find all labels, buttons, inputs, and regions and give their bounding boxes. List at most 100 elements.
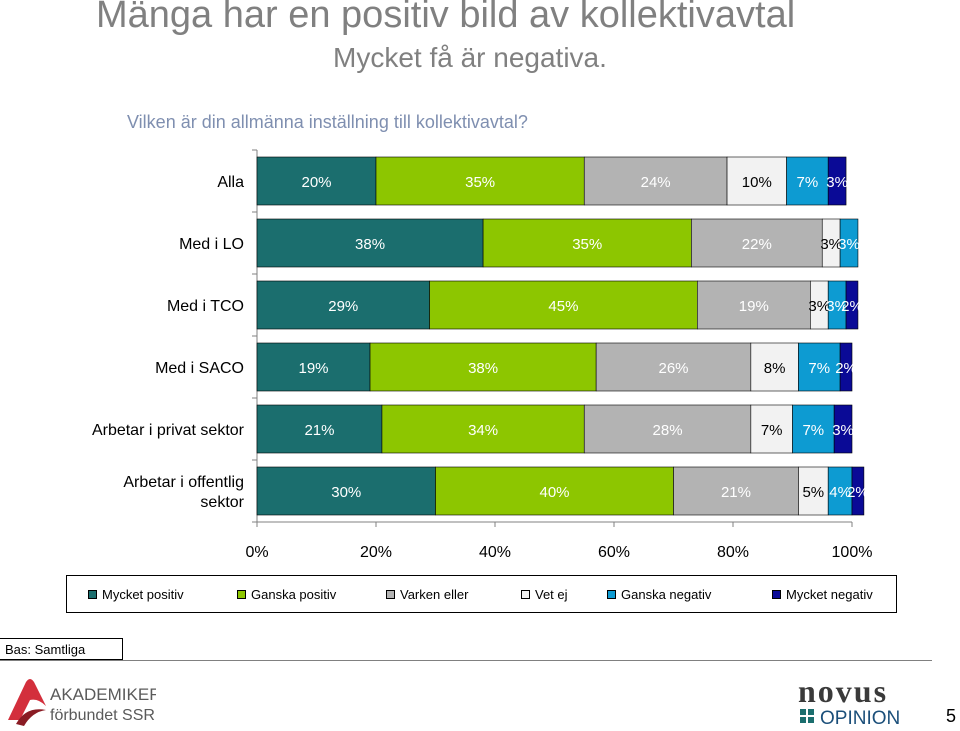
x-tick-label: 80% xyxy=(717,544,749,561)
data-label: 2% xyxy=(841,298,863,315)
category-label: Alla xyxy=(217,174,244,191)
data-label: 10% xyxy=(742,174,772,191)
data-label: 28% xyxy=(653,422,683,439)
data-label: 20% xyxy=(301,174,331,191)
data-label: 2% xyxy=(847,484,869,501)
bar-segment xyxy=(482,218,692,268)
data-label: 2% xyxy=(835,360,857,377)
legend-swatch xyxy=(237,590,246,599)
x-tick-label: 20% xyxy=(360,544,392,561)
category-label: Med i TCO xyxy=(167,298,244,315)
legend-item: Vet ej xyxy=(521,587,568,602)
bar-segment xyxy=(691,218,823,268)
bar-segment xyxy=(583,156,728,206)
bar-segment xyxy=(696,280,811,330)
bar-segment xyxy=(827,156,847,206)
legend-label: Vet ej xyxy=(535,587,568,602)
data-label: 35% xyxy=(572,236,602,253)
data-label: 24% xyxy=(641,174,671,191)
data-label: 35% xyxy=(465,174,495,191)
data-label: 8% xyxy=(764,360,786,377)
data-label: 3% xyxy=(808,298,830,315)
stacked-bar-chart: 0% 20% 40% 60% 80% 100% Alla 20% 35% 24% 10% 7% 3% Me… xyxy=(92,149,873,561)
bar-segment xyxy=(750,342,799,392)
data-label: 3% xyxy=(838,236,860,253)
data-label: 21% xyxy=(304,422,334,439)
legend-label: Ganska negativ xyxy=(621,587,712,602)
data-label: 7% xyxy=(808,360,830,377)
data-label: 5% xyxy=(802,484,824,501)
data-label: 45% xyxy=(548,298,578,315)
slide-subtitle: Mycket få är negativa. xyxy=(333,42,607,73)
legend-item: Varken eller xyxy=(386,587,468,602)
data-label: 7% xyxy=(802,422,824,439)
legend-label: Mycket negativ xyxy=(786,587,873,602)
data-label: 30% xyxy=(331,484,361,501)
legend-item: Mycket positiv xyxy=(88,587,184,602)
survey-question: Vilken är din allmänna inställning till … xyxy=(127,112,528,132)
bar-segment xyxy=(595,342,752,392)
bar-segment xyxy=(792,404,835,454)
bar-segment xyxy=(839,342,853,392)
logo-right-line2: OPINION xyxy=(820,708,900,728)
x-tick-label: 60% xyxy=(598,544,630,561)
chart-legend: Mycket positiv Ganska positiv Varken eller… xyxy=(66,575,897,613)
legend-item: Ganska negativ xyxy=(607,587,711,602)
legend-item: Ganska positiv xyxy=(237,587,336,602)
bar-segment xyxy=(256,218,484,268)
novus-opinion-logo: novus OPINION xyxy=(798,678,900,728)
bar-segment xyxy=(798,342,841,392)
x-tick-label: 100% xyxy=(832,544,873,561)
logo-right-line1: novus xyxy=(798,678,888,709)
data-label: 19% xyxy=(299,360,329,377)
legend-swatch xyxy=(521,590,530,599)
bar-segment xyxy=(256,404,383,454)
data-label: 38% xyxy=(355,236,385,253)
legend-label: Mycket positiv xyxy=(102,587,184,602)
data-label: 7% xyxy=(761,422,783,439)
data-label: 3% xyxy=(826,298,848,315)
data-label: 40% xyxy=(539,484,569,501)
legend-label: Varken eller xyxy=(400,587,469,602)
data-label: 22% xyxy=(742,236,772,253)
footer-divider xyxy=(0,660,932,661)
bar-segment xyxy=(786,156,829,206)
data-label: 34% xyxy=(468,422,498,439)
data-label: 19% xyxy=(739,298,769,315)
bar-segment xyxy=(851,466,865,516)
legend-item: Mycket negativ xyxy=(772,587,873,602)
data-label: 38% xyxy=(468,360,498,377)
data-label: 29% xyxy=(328,298,358,315)
data-label: 3% xyxy=(820,236,842,253)
base-label: Bas: Samtliga xyxy=(0,638,123,660)
bar-segment xyxy=(256,280,430,330)
data-label: 21% xyxy=(721,484,751,501)
bar-segment xyxy=(726,156,787,206)
bar-segment xyxy=(833,404,853,454)
data-label: 3% xyxy=(832,422,854,439)
logo-left-line2: förbundet SSR xyxy=(50,707,155,724)
bar-segment xyxy=(583,404,752,454)
legend-label: Ganska positiv xyxy=(251,587,337,602)
data-label: 7% xyxy=(797,174,819,191)
x-tick-label: 0% xyxy=(245,544,268,561)
bar-segment xyxy=(750,404,793,454)
data-label: 26% xyxy=(658,360,688,377)
page-number: 5 xyxy=(946,706,957,726)
bar-segment xyxy=(256,342,371,392)
logo-left-line1: AKADEMIKER xyxy=(50,685,156,704)
data-label: 3% xyxy=(826,174,848,191)
category-label: Med i LO xyxy=(179,236,244,253)
bar-segment xyxy=(845,280,859,330)
slide-title: Mänga har en positiv bild av kollektivav… xyxy=(96,0,796,36)
bar-segment xyxy=(369,342,597,392)
category-label: Arbetar i offentlig xyxy=(123,474,244,491)
x-tick-label: 40% xyxy=(479,544,511,561)
bar-segment xyxy=(256,156,377,206)
legend-swatch xyxy=(772,590,781,599)
bar-segment xyxy=(673,466,799,516)
akademikerforbundet-ssr-logo: AKADEMIKER förbundet SSR xyxy=(8,679,156,726)
bar-segment xyxy=(429,280,698,330)
category-label: Arbetar i privat sektor xyxy=(92,422,245,439)
data-label: 4% xyxy=(829,484,851,501)
